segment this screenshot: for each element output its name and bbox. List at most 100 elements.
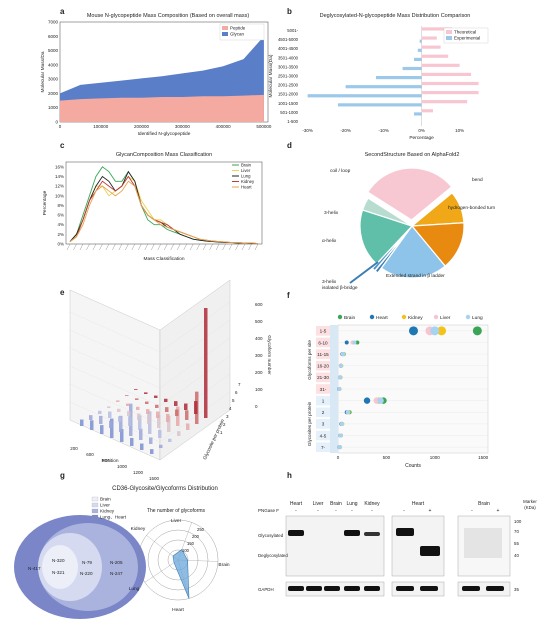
lane-sign: - — [351, 508, 353, 514]
z-tick-label: 300 — [255, 353, 263, 358]
pie-slice — [380, 225, 446, 279]
x-tick-label: 1000 — [430, 455, 441, 460]
dot — [472, 326, 482, 336]
radar-tick: 200 — [192, 534, 200, 539]
y-tick-label: 10% — [55, 193, 64, 198]
line-series-brain — [69, 166, 258, 244]
band-label: GAPDH — [258, 587, 274, 592]
bar-3d — [127, 411, 131, 416]
legend-label: Liver — [100, 503, 110, 508]
x-tick-mark — [118, 243, 122, 251]
legend-label: Lung、Heart — [100, 515, 127, 520]
bar-3d — [80, 419, 84, 426]
category-label: 16-20 — [317, 364, 329, 369]
x-tick-mark — [164, 243, 168, 251]
x-tick-mark — [125, 243, 129, 251]
radar-label: Lung — [129, 586, 140, 592]
grid-line — [69, 329, 161, 371]
band-gapdh — [344, 586, 360, 591]
category-cell — [316, 419, 330, 429]
dot — [340, 421, 345, 426]
bar-theoretical — [421, 45, 441, 49]
panel-e: 200600800100012001500Position1234567Glyc… — [69, 279, 272, 481]
x-tick-mark — [190, 243, 194, 251]
bar-3d — [149, 437, 153, 444]
bar-3d — [98, 410, 102, 414]
x-tick-mark — [209, 243, 213, 251]
dot — [337, 387, 342, 391]
x-tick-mark — [215, 243, 220, 251]
z-tick-label: 600 — [255, 302, 263, 307]
band-gapdh — [462, 586, 480, 591]
radar-ring — [157, 539, 199, 581]
category-label: 3 — [322, 422, 325, 427]
x-tick-label: 600 — [86, 452, 94, 457]
panel-letter-d: d — [287, 141, 292, 150]
category-label: 1 — [322, 398, 325, 403]
radar-label: Kidney — [131, 526, 146, 532]
x-tick-label: -10% — [378, 128, 389, 133]
band-label: Glycosylated — [258, 533, 284, 538]
x-tick-label: 200 — [70, 446, 78, 451]
area-series-peptide — [60, 94, 264, 122]
band-gapdh — [288, 586, 304, 591]
radar-area — [172, 549, 190, 599]
radar-spoke — [144, 559, 179, 583]
category-label: 2 — [322, 410, 325, 415]
pie-slice — [359, 209, 414, 265]
bar-3d — [118, 416, 122, 422]
bar-3d — [165, 407, 169, 412]
venn-circle-core — [42, 545, 78, 589]
dot — [338, 375, 343, 380]
lane-sign: - — [471, 508, 473, 514]
bar-3d — [138, 415, 142, 430]
y-tick-label: 2 — [223, 422, 226, 427]
venn-label: N-220 — [80, 571, 93, 576]
radar-ring — [147, 529, 209, 591]
category-label: 2001-2500 — [278, 83, 299, 88]
band-gapdh — [396, 586, 414, 591]
blot-membrane-gapdh — [391, 581, 445, 597]
x-tick-mark — [144, 243, 148, 251]
radar-ring — [137, 519, 219, 601]
legend-label: Heart — [376, 315, 388, 321]
bar-theoretical — [421, 36, 437, 40]
y-tick-label: 1 — [220, 430, 223, 435]
lane-sign: - — [371, 508, 373, 514]
bar-3d — [204, 308, 208, 418]
category-label: 1-500 — [287, 119, 298, 124]
y-tick-label: 5 — [232, 398, 235, 403]
x-axis-label: Percentage — [409, 135, 434, 141]
z-tick-label: 200 — [255, 370, 263, 375]
x-tick-label: -30% — [302, 128, 313, 133]
panel-letter-f: f — [287, 291, 290, 300]
legend-label: Liver — [440, 315, 451, 321]
line-series-liver — [69, 175, 259, 244]
bar-3d — [168, 438, 172, 442]
lane-label: Heart — [290, 501, 303, 507]
venn-label: N-79 — [82, 560, 92, 565]
x-tick-mark — [79, 243, 84, 251]
category-band — [330, 325, 338, 453]
slice-label: 3-helix — [324, 210, 339, 216]
x-tick-mark — [196, 243, 200, 251]
legend-label: Lung — [241, 174, 251, 179]
category-cell — [316, 407, 330, 418]
marker-tick: 55 — [514, 541, 519, 546]
dot — [346, 410, 351, 415]
y-tick-label: 16% — [55, 164, 64, 169]
bar-theoretical — [421, 81, 479, 86]
bar-theoretical — [421, 63, 460, 67]
line-series-heart — [69, 180, 259, 244]
slice-label: Extended strand in β ladder — [386, 273, 445, 279]
panel-b: Deglycosylated-N-glycopeptide Mass Distr… — [268, 13, 489, 141]
pie-slice — [361, 197, 413, 227]
band-gapdh — [486, 586, 504, 591]
panel-a: Mouse N-glycopeptide Mass Composition (B… — [40, 13, 272, 137]
bar-3d — [155, 404, 159, 408]
y-axis-label: Molecular Mass/Da — [40, 51, 46, 92]
band-faint — [464, 528, 502, 558]
grid-line — [69, 311, 161, 353]
lane-label: Liver — [313, 501, 324, 507]
